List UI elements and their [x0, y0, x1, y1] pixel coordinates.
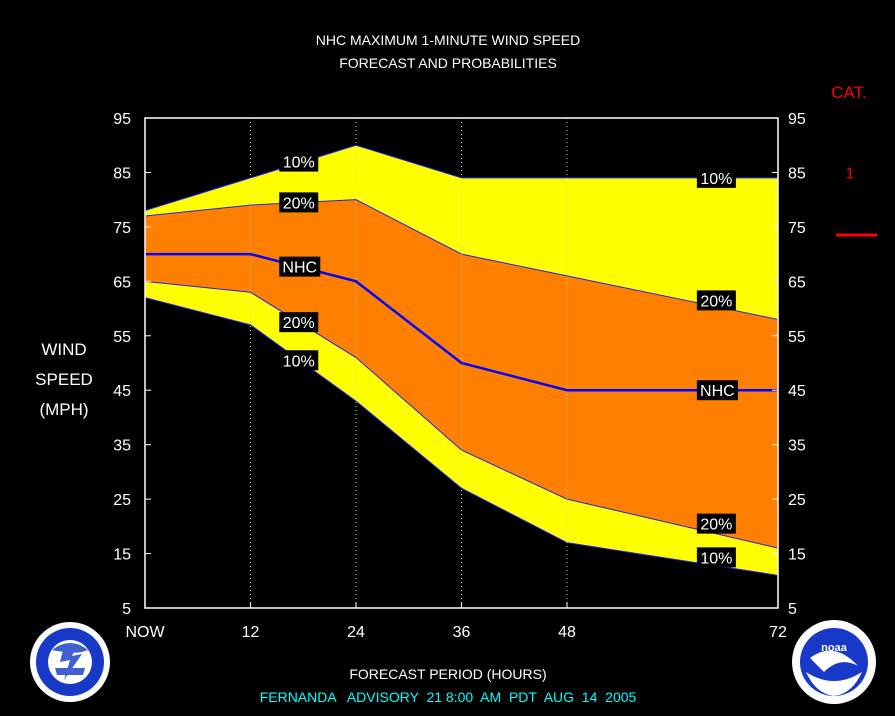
x-tick-label-NOW: NOW: [125, 624, 165, 641]
y-tick-label-left-45: 45: [113, 383, 131, 400]
y-tick-label-left-75: 75: [113, 220, 131, 237]
x-axis-label: FORECAST PERIOD (HOURS): [349, 666, 546, 682]
y-tick-label-right-25: 25: [788, 492, 806, 509]
boundary-line-lower-10-percent: [144, 297, 779, 576]
annotation-label-1: 20%: [283, 195, 315, 212]
y-tick-label-right-95: 95: [788, 111, 806, 128]
y-tick-label-right-75: 75: [788, 220, 806, 237]
annotation-bg-4: [279, 350, 319, 371]
y-tick-label-right-55: 55: [788, 329, 806, 346]
x-tick-label-36: 36: [453, 624, 471, 641]
y-tick-label-left-55: 55: [113, 329, 131, 346]
y-tick-label-left-35: 35: [113, 438, 131, 455]
y-tick-label-right-85: 85: [788, 165, 806, 182]
x-tick-label-72: 72: [769, 624, 787, 641]
annotation-bg-3: [279, 312, 319, 333]
category-legend: CAT. 1: [831, 83, 877, 237]
boundary-line-lower-20-percent: [144, 280, 779, 549]
annotation-bg-6: [696, 290, 736, 311]
annotation-bg-1: [279, 192, 319, 213]
annotation-bg-9: [696, 547, 736, 568]
nhc-forecast-line: [145, 252, 778, 392]
annotation-bg-7: [696, 380, 738, 401]
annotation-bg-2: [279, 256, 321, 277]
noaa-logo: noaa: [792, 620, 876, 704]
x-tick-label-48: 48: [558, 624, 576, 641]
annotation-label-4: 10%: [283, 353, 315, 370]
y-tick-label-right-45: 45: [788, 383, 806, 400]
y-tick-label-left-85: 85: [113, 165, 131, 182]
nws-logo: [30, 622, 110, 702]
annotation-label-0: 10%: [283, 155, 315, 172]
annotation-bg-0: [279, 151, 319, 172]
y-tick-label-left-25: 25: [113, 492, 131, 509]
y-tick-label-left-65: 65: [113, 274, 131, 291]
annotation-label-6: 20%: [700, 293, 732, 310]
chart-title: NHC MAXIMUM 1-MINUTE WIND SPEED: [316, 32, 580, 48]
annotation-label-9: 10%: [700, 550, 732, 567]
y-axis-label-line-3: (MPH): [39, 400, 88, 419]
boundary-line-upper-10-percent: [144, 144, 778, 212]
y-tick-label-right-65: 65: [788, 274, 806, 291]
y-tick-label-left-15: 15: [113, 547, 131, 564]
band-20-percent: [145, 199, 778, 549]
y-tick-label-left-95: 95: [113, 111, 131, 128]
y-axis-label-line-2: SPEED: [35, 370, 93, 389]
y-axis-label-line-1: WIND: [41, 340, 86, 359]
category-label-0: 1: [846, 165, 855, 182]
y-tick-label-left-5: 5: [122, 601, 131, 618]
svg-text:noaa: noaa: [821, 642, 848, 654]
annotation-bg-5: [696, 167, 736, 188]
y-tick-label-right-35: 35: [788, 438, 806, 455]
x-tick-label-12: 12: [242, 624, 260, 641]
boundary-line-upper-20-percent: [144, 199, 779, 320]
y-tick-label-right-15: 15: [788, 547, 806, 564]
annotation-label-5: 10%: [700, 171, 732, 188]
annotation-label-2: NHC: [282, 260, 317, 277]
annotation-bg-8: [696, 513, 736, 534]
annotation-label-7: NHC: [700, 383, 735, 400]
chart-subtitle: FORECAST AND PROBABILITIES: [339, 55, 557, 71]
y-tick-label-right-5: 5: [788, 601, 797, 618]
advisory-footer: FERNANDA ADVISORY 21 8:00 AM PDT AUG 14 …: [260, 689, 637, 705]
annotation-label-3: 20%: [283, 315, 315, 332]
annotation-label-8: 20%: [700, 517, 732, 534]
category-header: CAT.: [831, 83, 867, 102]
x-tick-label-24: 24: [347, 624, 365, 641]
